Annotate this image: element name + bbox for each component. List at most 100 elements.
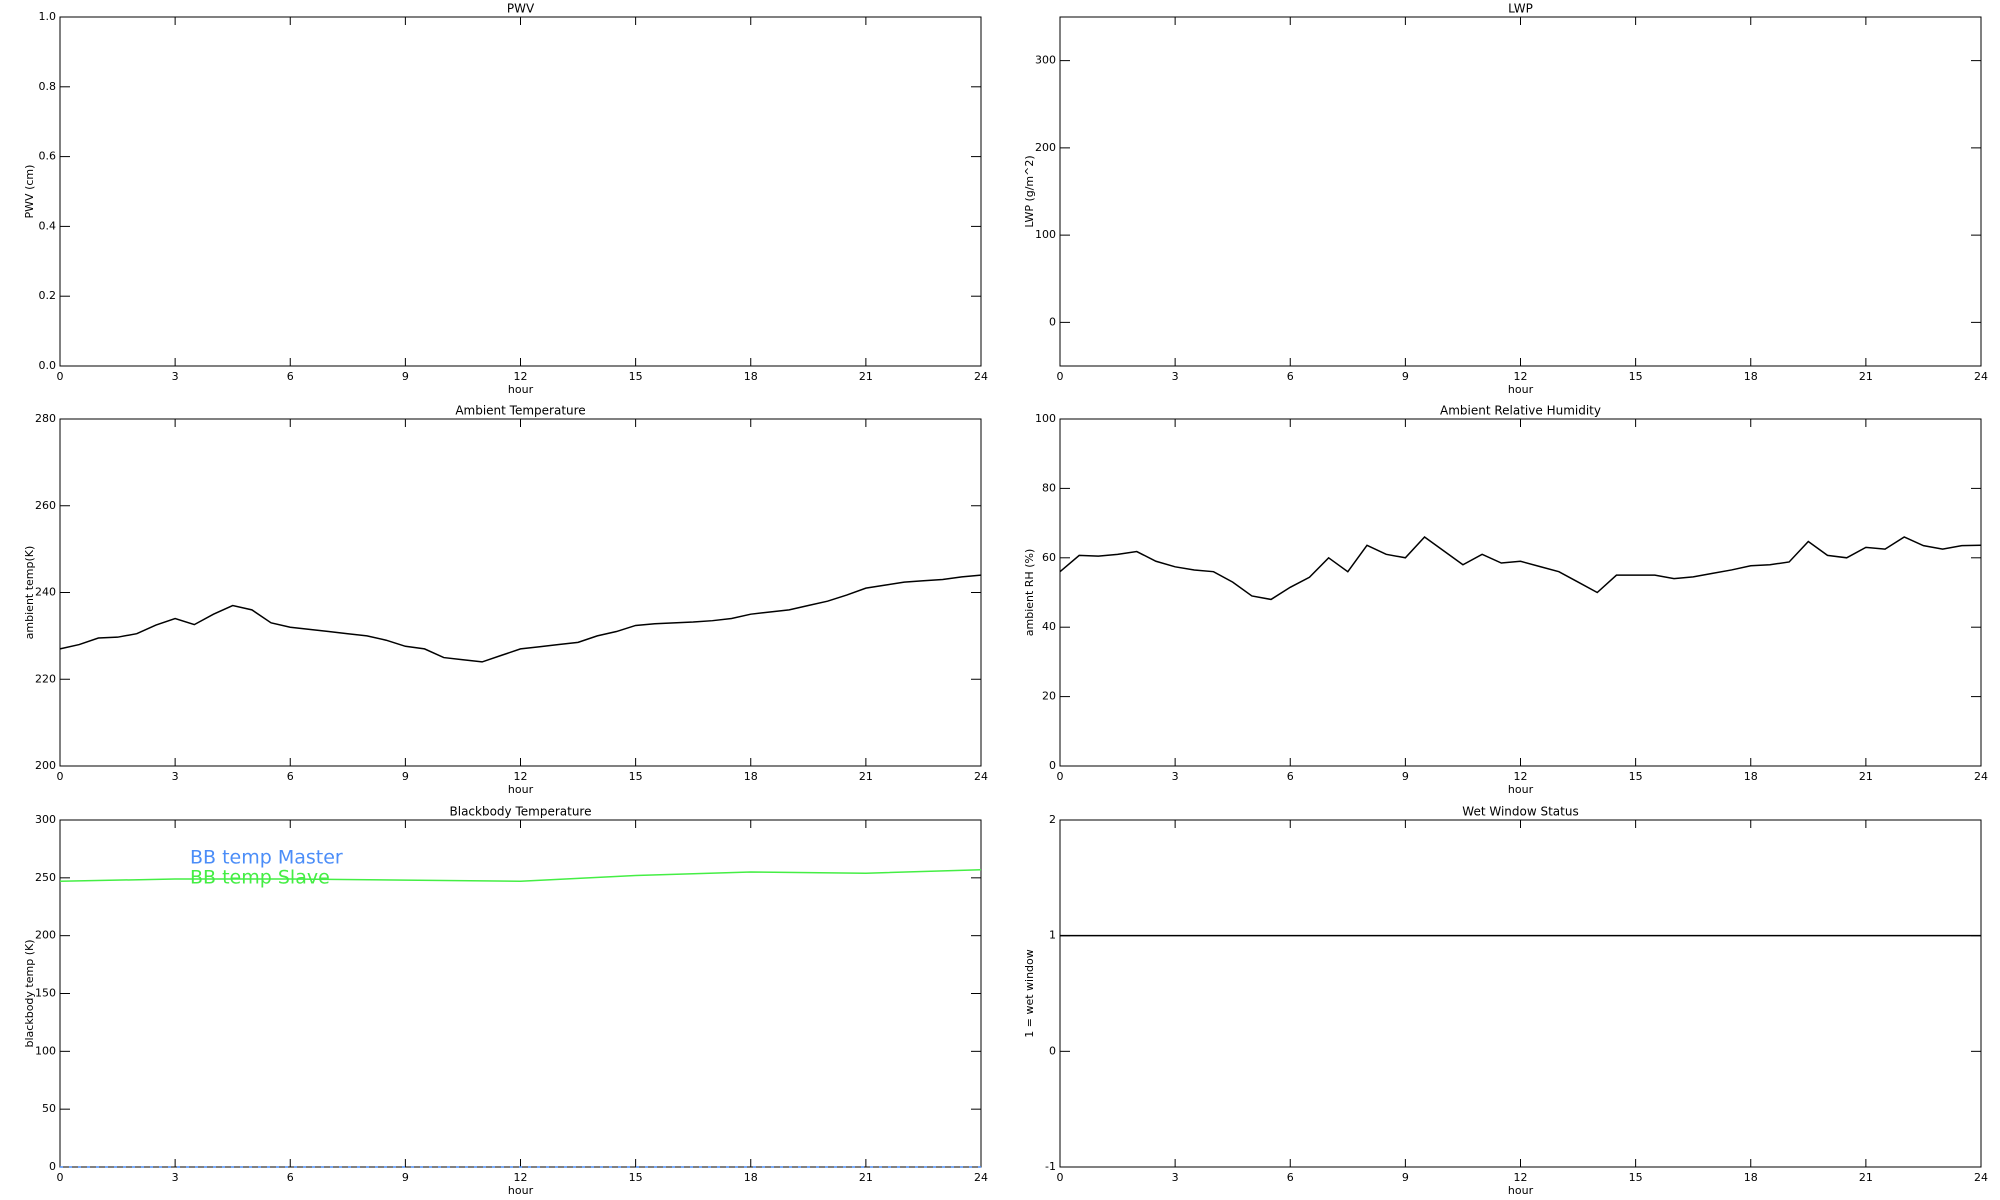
y-tick-label: 40 [1042,620,1056,633]
x-tick-label: 15 [629,370,643,383]
y-tick-label: 0.4 [39,219,57,232]
y-tick-label: 1.0 [39,10,57,23]
x-tick-label: 0 [57,1171,64,1184]
x-tick-label: 18 [744,370,758,383]
x-tick-label: 9 [1402,370,1409,383]
y-tick-label: 0 [1049,1044,1056,1057]
x-axis-label: hour [508,783,534,796]
x-axis-label: hour [1508,383,1534,396]
chart-title: Wet Window Status [1462,805,1578,819]
x-tick-label: 12 [514,370,528,383]
y-axis-label: PWV (cm) [23,165,36,219]
x-tick-label: 24 [974,770,988,783]
y-axis-label: blackbody temp (K) [23,940,36,1048]
x-tick-label: 18 [1744,370,1758,383]
y-axis-label: LWP (g/m^2) [1023,155,1036,227]
x-tick-label: 6 [1287,1171,1294,1184]
x-tick-label: 9 [1402,1171,1409,1184]
y-tick-label: 200 [35,759,56,772]
x-axis-label: hour [1508,1184,1534,1197]
x-tick-label: 0 [1057,370,1064,383]
y-tick-label: 250 [35,871,56,884]
chart-title: LWP [1508,2,1533,16]
y-tick-label: 0.2 [39,289,57,302]
x-tick-label: 9 [402,1171,409,1184]
x-tick-label: 21 [859,770,873,783]
x-tick-label: 0 [1057,770,1064,783]
y-tick-label: 0 [1049,315,1056,328]
y-tick-label: 1 [1049,929,1056,942]
x-tick-label: 15 [1629,1171,1643,1184]
x-tick-label: 6 [287,770,294,783]
y-tick-label: 50 [42,1102,56,1115]
plot-frame [59,16,982,367]
x-tick-label: 12 [1514,1171,1528,1184]
x-tick-label: 9 [1402,770,1409,783]
y-tick-label: 300 [35,813,56,826]
x-tick-label: 3 [1172,770,1179,783]
x-tick-label: 6 [1287,370,1294,383]
y-tick-label: 2 [1049,813,1056,826]
x-tick-label: 15 [629,770,643,783]
series-line [59,868,982,883]
y-tick-label: 240 [35,586,56,599]
x-tick-label: 15 [629,1171,643,1184]
x-axis-label: hour [508,1184,534,1197]
x-tick-label: 24 [974,370,988,383]
series-line [1059,535,1982,601]
x-tick-label: 9 [402,370,409,383]
plot-frame [59,418,982,767]
x-tick-label: 12 [514,1171,528,1184]
x-tick-label: 18 [1744,770,1758,783]
x-tick-label: 3 [172,1171,179,1184]
plot-frame [1059,16,1982,367]
chart-title: Blackbody Temperature [450,805,592,819]
x-tick-label: 18 [1744,1171,1758,1184]
x-axis-label: hour [508,383,534,396]
y-tick-label: 200 [35,929,56,942]
x-tick-label: 24 [1974,1171,1988,1184]
y-tick-label: 0 [1049,759,1056,772]
x-tick-label: 12 [514,770,528,783]
y-tick-label: 20 [1042,690,1056,703]
x-tick-label: 21 [859,370,873,383]
x-tick-label: 0 [57,770,64,783]
y-tick-label: 100 [1035,412,1056,425]
x-tick-label: 24 [974,1171,988,1184]
chart-title: PWV [507,2,535,16]
x-tick-label: 18 [744,770,758,783]
x-tick-label: 3 [172,770,179,783]
y-tick-label: -1 [1045,1160,1056,1173]
y-tick-label: 280 [35,412,56,425]
x-tick-label: 12 [1514,370,1528,383]
x-tick-label: 21 [1859,770,1873,783]
series-line [59,574,982,663]
plot-frame [1059,418,1982,767]
y-tick-label: 150 [35,987,56,1000]
y-tick-label: 220 [35,672,56,685]
y-tick-label: 60 [1042,551,1056,564]
legend-entry: BB temp Slave [190,867,330,889]
x-tick-label: 0 [1057,1171,1064,1184]
x-tick-label: 21 [1859,370,1873,383]
y-tick-label: 100 [1035,228,1056,241]
x-tick-label: 0 [57,370,64,383]
y-tick-label: 100 [35,1044,56,1057]
x-tick-label: 6 [287,1171,294,1184]
y-tick-label: 0.0 [39,359,57,372]
x-tick-label: 12 [1514,770,1528,783]
plot-frame [1059,819,1982,1168]
y-axis-label: ambient RH (%) [1023,549,1036,637]
x-tick-label: 15 [1629,370,1643,383]
x-tick-label: 6 [287,370,294,383]
y-tick-label: 0 [49,1160,56,1173]
y-tick-label: 80 [1042,481,1056,494]
x-axis-label: hour [1508,783,1534,796]
x-tick-label: 18 [744,1171,758,1184]
legend-entry: BB temp Master [190,847,343,869]
y-tick-label: 300 [1035,54,1056,67]
y-tick-label: 0.8 [39,80,57,93]
x-tick-label: 24 [1974,370,1988,383]
x-tick-label: 15 [1629,770,1643,783]
